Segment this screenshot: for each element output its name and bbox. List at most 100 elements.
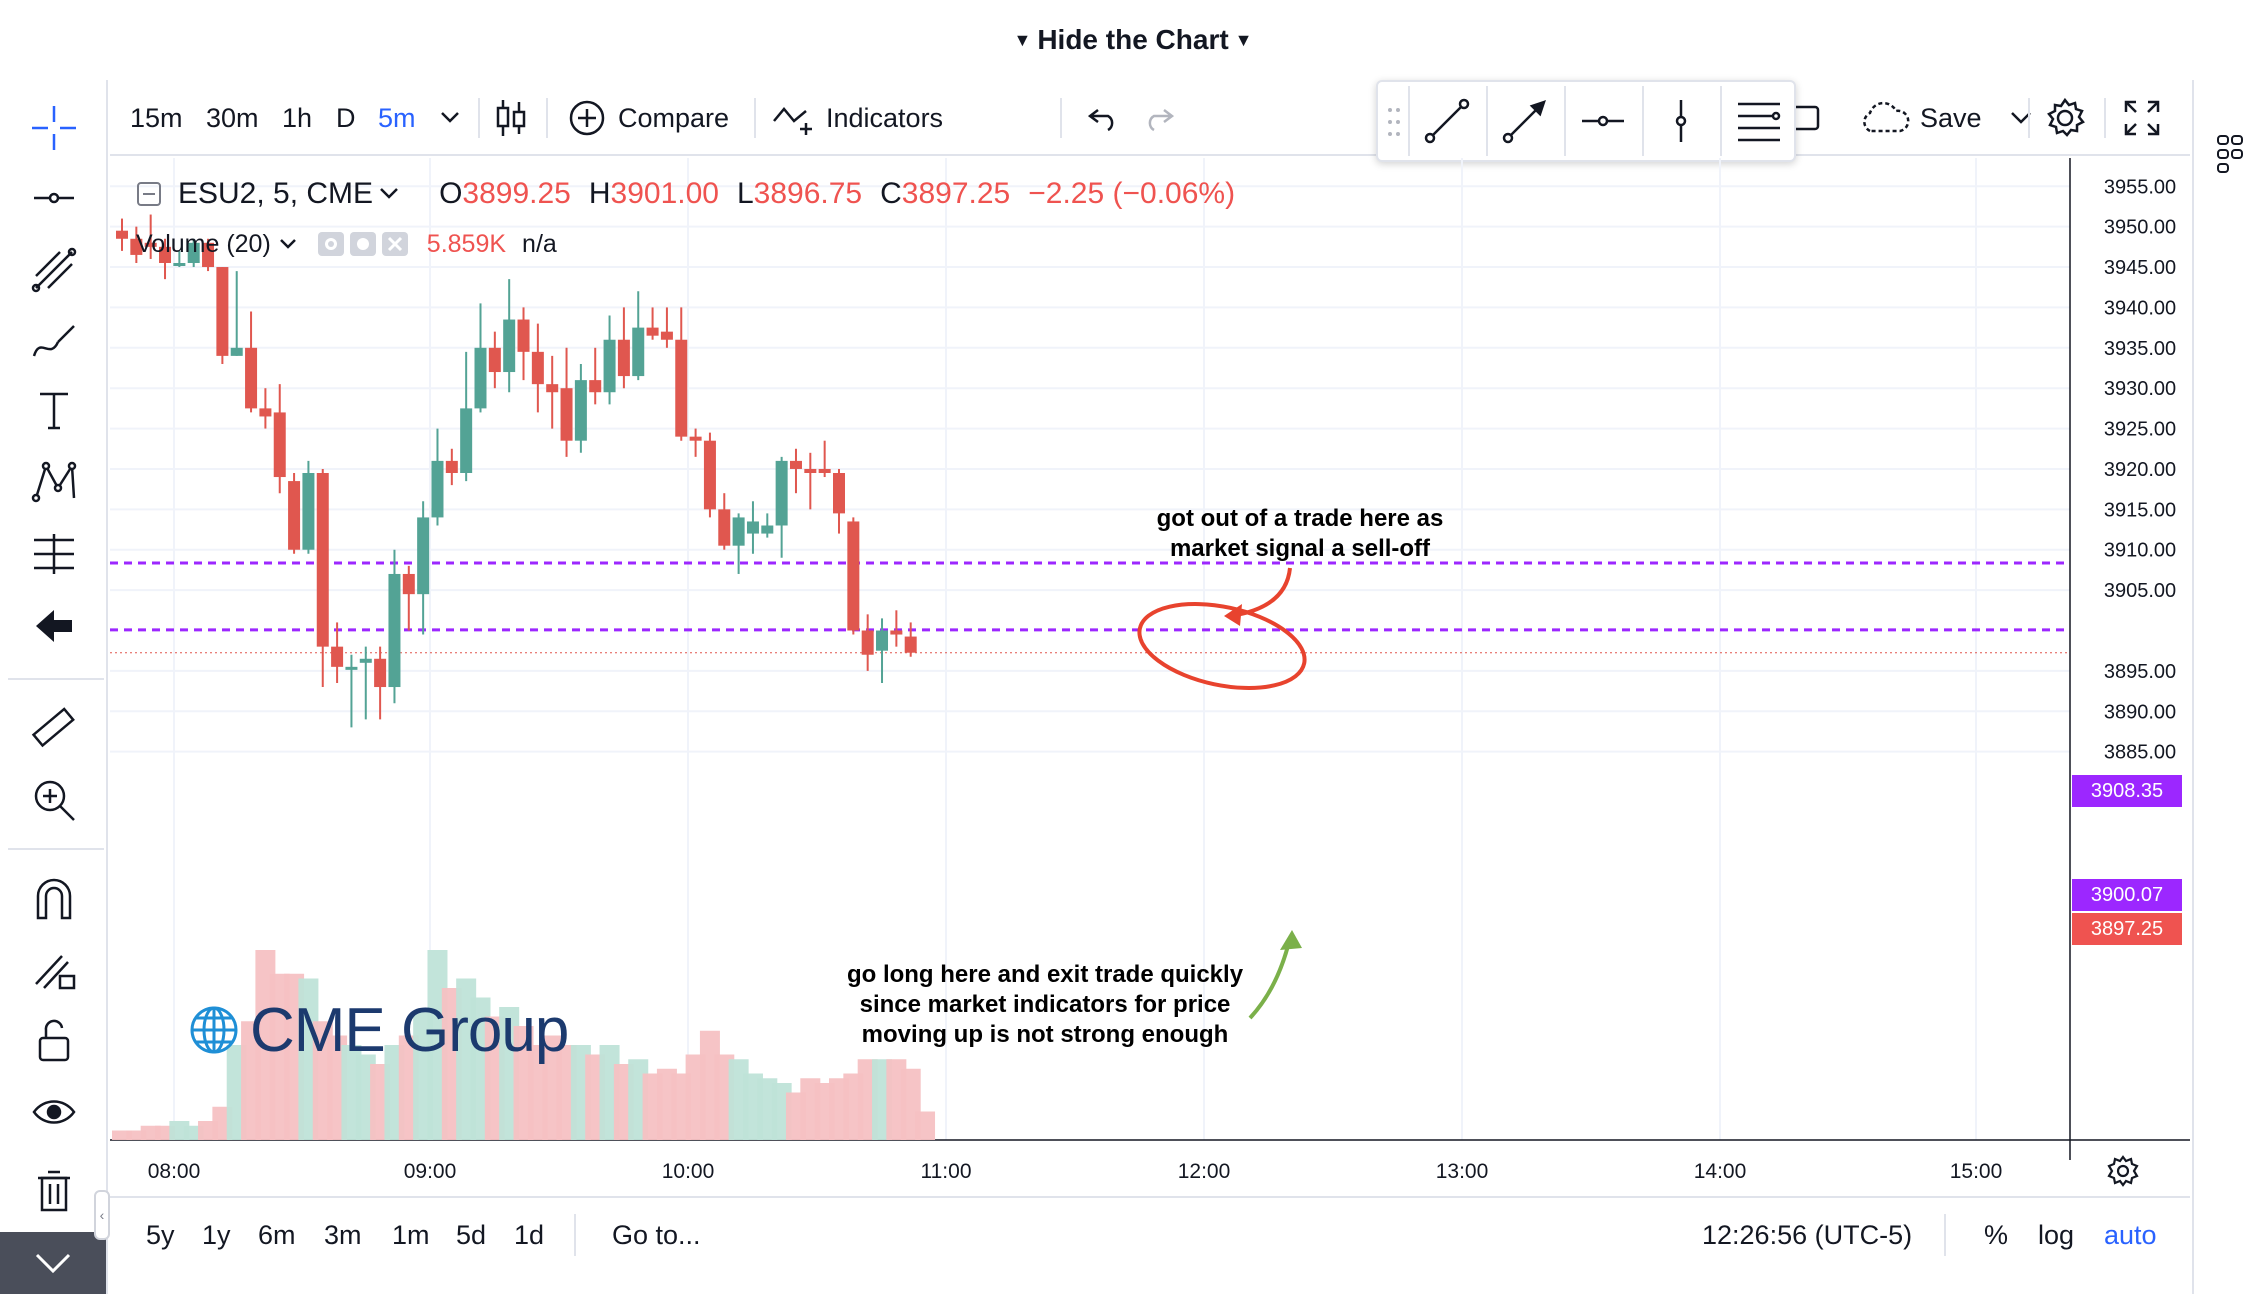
interval-1h[interactable]: 1h — [282, 102, 313, 133]
arrow-line-button[interactable] — [1486, 86, 1562, 156]
candle-body — [144, 242, 157, 247]
log-toggle[interactable]: log — [2038, 1219, 2075, 1250]
indicators-button[interactable]: Indicators — [772, 80, 943, 156]
visibility-tool[interactable] — [24, 1082, 84, 1142]
hide-chart-toggle[interactable]: ▼ Hide the Chart ▼ — [1013, 24, 1252, 56]
axis-settings-button[interactable] — [2106, 1154, 2140, 1193]
logo-text: CME Group — [250, 995, 569, 1065]
interval-dropdown[interactable] — [440, 80, 460, 156]
auto-toggle[interactable]: auto — [2104, 1219, 2157, 1250]
gear-icon[interactable] — [349, 231, 377, 257]
compare-button[interactable]: Compare — [568, 80, 729, 156]
open-value: 3899.25 — [462, 177, 571, 210]
caret-down-icon: ▼ — [1234, 29, 1253, 50]
candle-body — [259, 408, 272, 417]
candle-body — [890, 630, 903, 635]
toolbar-expand-button[interactable] — [0, 1232, 106, 1294]
undo-icon — [1088, 109, 1114, 132]
watchlist-toggle[interactable] — [2216, 132, 2246, 181]
price-chart[interactable]: 3955.00 3950.00 3945.00 3940.00 3935.00 3930.… — [110, 158, 2190, 1160]
price-tag-upper: 3908.35 — [2072, 775, 2182, 807]
range-1m[interactable]: 1m — [392, 1219, 430, 1250]
time-label: 12:00 — [1177, 1160, 1231, 1183]
gear-icon — [2107, 1155, 2139, 1187]
undo-button[interactable] — [1088, 80, 1120, 156]
save-button[interactable]: Save — [1858, 80, 2032, 156]
cme-logo: CME Group — [188, 992, 569, 1068]
candle-body — [173, 263, 186, 266]
drag-handle[interactable] — [1386, 104, 1402, 140]
indicators-label: Indicators — [826, 102, 944, 133]
volume-label[interactable]: Volume (20) — [136, 229, 271, 258]
candle-body — [302, 473, 315, 550]
candle-body — [402, 573, 415, 595]
trend-line-button[interactable] — [1408, 86, 1484, 156]
interval-15m[interactable]: 15m — [130, 102, 183, 133]
candle-body — [646, 327, 659, 336]
chevron-left-icon: ‹ — [99, 1207, 105, 1223]
forecast-tool[interactable] — [24, 524, 84, 584]
fib-tool[interactable] — [24, 240, 84, 300]
price-label: 3935.00 — [2104, 338, 2176, 360]
goto-button[interactable]: Go to... — [612, 1219, 701, 1250]
candle-body — [833, 473, 845, 514]
symbol-name[interactable]: ESU2, 5, CME — [178, 177, 374, 210]
chart-type-button[interactable] — [494, 80, 528, 156]
range-5d[interactable]: 5d — [456, 1219, 487, 1250]
back-tool[interactable] — [24, 596, 84, 656]
arrow-line-icon — [1502, 100, 1546, 144]
long-annotation-line: moving up is not strong enough — [861, 1021, 1229, 1048]
close-icon[interactable] — [381, 231, 409, 257]
arrow-left-icon — [36, 610, 72, 642]
range-1y[interactable]: 1y — [202, 1219, 231, 1250]
eye-icon[interactable] — [317, 231, 345, 257]
interval-30m[interactable]: 30m — [206, 102, 259, 133]
clock[interactable]: 12:26:56 (UTC-5) — [1702, 1219, 1913, 1250]
crosshair-tool[interactable] — [24, 98, 84, 158]
magnet-tool[interactable] — [24, 868, 84, 928]
low-value: 3896.75 — [753, 177, 863, 210]
close-value: 3897.25 — [901, 177, 1011, 210]
divider — [1944, 1214, 1946, 1256]
percent-toggle[interactable]: % — [1984, 1219, 2009, 1250]
candle-body — [359, 658, 372, 663]
price-label: 3945.00 — [2104, 257, 2176, 279]
drawing-mode-tool[interactable] — [24, 938, 84, 998]
candle-body — [187, 242, 200, 263]
delete-tool[interactable] — [24, 1160, 84, 1220]
price-label: 3920.00 — [2104, 459, 2176, 481]
settings-button[interactable] — [2044, 80, 2086, 156]
candle-body — [417, 517, 430, 595]
zoom-tool[interactable] — [24, 770, 84, 830]
fullscreen-button[interactable] — [2122, 80, 2162, 156]
candle-body — [474, 347, 487, 409]
candle-body — [374, 658, 387, 688]
collapse-square-icon[interactable] — [136, 181, 162, 207]
candle-body — [775, 460, 788, 526]
candle-body — [732, 517, 745, 546]
measure-tool[interactable] — [24, 698, 84, 758]
volume-value: 5.859K — [426, 229, 507, 258]
horizontal-ray-button[interactable] — [1564, 86, 1640, 156]
lock-tool[interactable] — [24, 1010, 84, 1070]
parallel-channel-button[interactable] — [1720, 86, 1796, 156]
candle-body — [245, 347, 258, 409]
price-label: 3890.00 — [2104, 701, 2176, 723]
pattern-tool[interactable] — [24, 452, 84, 512]
horizontal-line-tool[interactable] — [24, 168, 84, 228]
range-6m[interactable]: 6m — [258, 1219, 296, 1250]
range-1d[interactable]: 1d — [514, 1219, 545, 1250]
redo-button[interactable] — [1142, 80, 1174, 156]
vertical-line-icon — [1675, 100, 1687, 142]
globe-icon — [190, 1006, 238, 1054]
toolbar-collapse-tab[interactable]: ‹ — [94, 1190, 110, 1240]
range-5y[interactable]: 5y — [146, 1219, 175, 1250]
text-tool[interactable] — [24, 380, 84, 440]
brush-tool[interactable] — [24, 310, 84, 370]
candle-body — [531, 351, 544, 385]
vertical-line-button[interactable] — [1642, 86, 1718, 156]
long-annotation-line: since market indicators for price — [859, 991, 1231, 1018]
interval-5m[interactable]: 5m — [378, 102, 416, 133]
interval-d[interactable]: D — [336, 102, 356, 133]
range-3m[interactable]: 3m — [324, 1219, 362, 1250]
